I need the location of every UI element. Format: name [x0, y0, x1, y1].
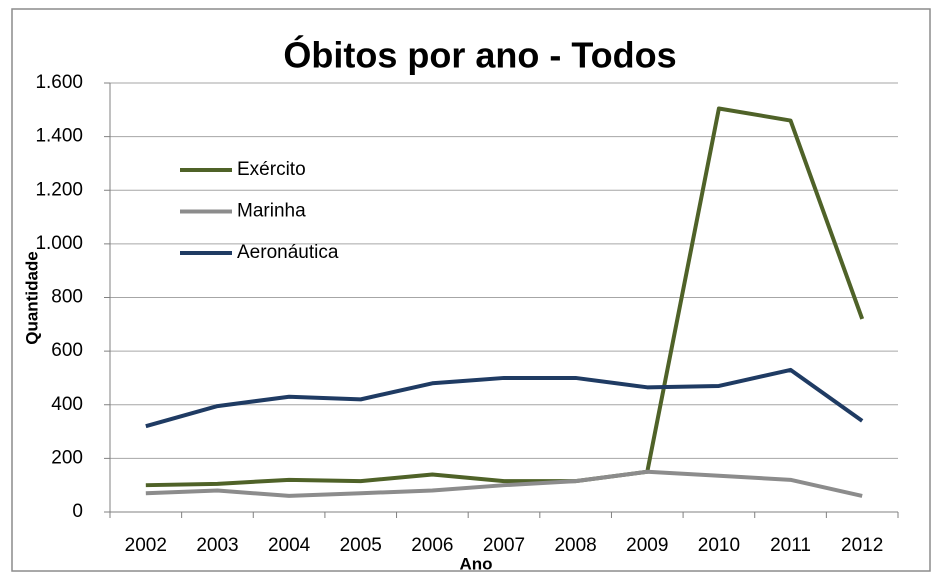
y-tick-label: 1.000 — [35, 233, 83, 254]
line-series — [145, 367, 864, 429]
y-tick-label: 1.600 — [35, 72, 83, 93]
y-tick-label: 0 — [72, 501, 83, 522]
x-tick-label: 2012 — [841, 535, 883, 556]
x-tick-label: 2006 — [411, 535, 453, 556]
y-tick-label: 1.400 — [35, 126, 83, 147]
line-series — [145, 469, 863, 498]
y-tick-label: 600 — [51, 340, 83, 361]
y-axis-label: Quantidade — [22, 251, 41, 345]
y-tick-label: 200 — [51, 447, 83, 468]
line-series — [145, 106, 865, 488]
y-tick-label: 800 — [51, 287, 83, 308]
x-tick-label: 2009 — [626, 535, 668, 556]
x-tick-label: 2008 — [554, 535, 596, 556]
legend-label: Exército — [237, 159, 306, 180]
x-tick-label: 2002 — [125, 535, 167, 556]
x-axis-label: Ano — [459, 554, 492, 573]
x-tick-label: 2003 — [196, 535, 238, 556]
x-tick-label: 2004 — [268, 535, 311, 556]
x-tick-label: 2007 — [483, 535, 525, 556]
x-tick-label: 2011 — [770, 535, 811, 556]
legend-label: Marinha — [237, 201, 306, 222]
x-tick-label: 2010 — [698, 535, 740, 556]
y-tick-label: 1.200 — [35, 179, 83, 200]
y-tick-label: 400 — [51, 394, 83, 415]
legend-label: Aeronáutica — [237, 242, 339, 263]
x-tick-label: 2005 — [340, 535, 382, 556]
chart-title: Óbitos por ano - Todos — [283, 34, 676, 76]
